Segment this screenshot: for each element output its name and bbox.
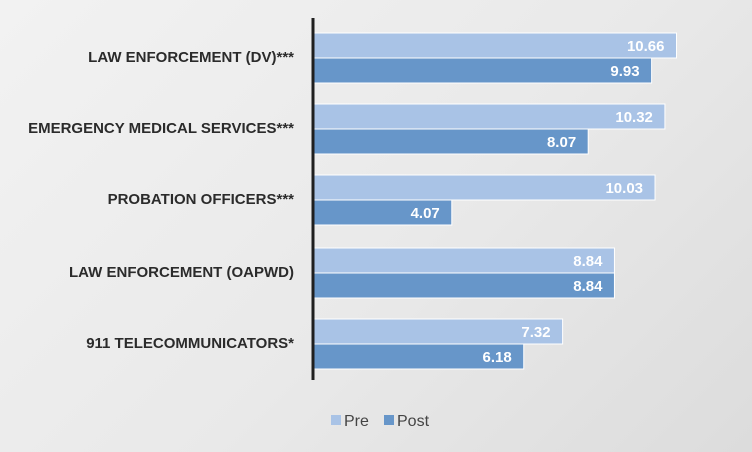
pre-bar: [312, 103, 666, 130]
pre-bar: [312, 174, 656, 201]
data-label: 8.84: [573, 253, 603, 270]
post-bar: [312, 343, 525, 370]
category-label: 911 TELECOMMUNICATORS*: [86, 335, 294, 352]
data-label: 7.32: [521, 324, 550, 341]
category-label: LAW ENFORCEMENT (OAPWD): [69, 264, 294, 281]
category-label: LAW ENFORCEMENT (DV)***: [88, 49, 294, 66]
pre-bar: [312, 318, 564, 345]
data-label: 10.03: [605, 180, 643, 197]
legend-swatch-pre: [331, 415, 341, 425]
post-bar: [312, 272, 615, 299]
data-label: 4.07: [411, 205, 440, 222]
category-label: EMERGENCY MEDICAL SERVICES***: [28, 120, 294, 137]
legend-label-post: Post: [397, 413, 430, 430]
legend-swatch-post: [384, 415, 394, 425]
data-label: 8.84: [573, 278, 603, 295]
post-bar: [312, 57, 653, 84]
category-label: PROBATION OFFICERS***: [108, 191, 295, 208]
data-label: 8.07: [547, 134, 576, 151]
data-label: 10.66: [627, 38, 665, 55]
pre-bar: [312, 247, 615, 274]
legend-label-pre: Pre: [344, 413, 369, 430]
pre-bar: [312, 32, 678, 59]
data-label: 6.18: [483, 349, 512, 366]
data-label: 10.32: [615, 109, 653, 126]
post-bar: [312, 128, 589, 155]
data-label: 9.93: [610, 63, 639, 80]
post-bar: [312, 199, 453, 226]
